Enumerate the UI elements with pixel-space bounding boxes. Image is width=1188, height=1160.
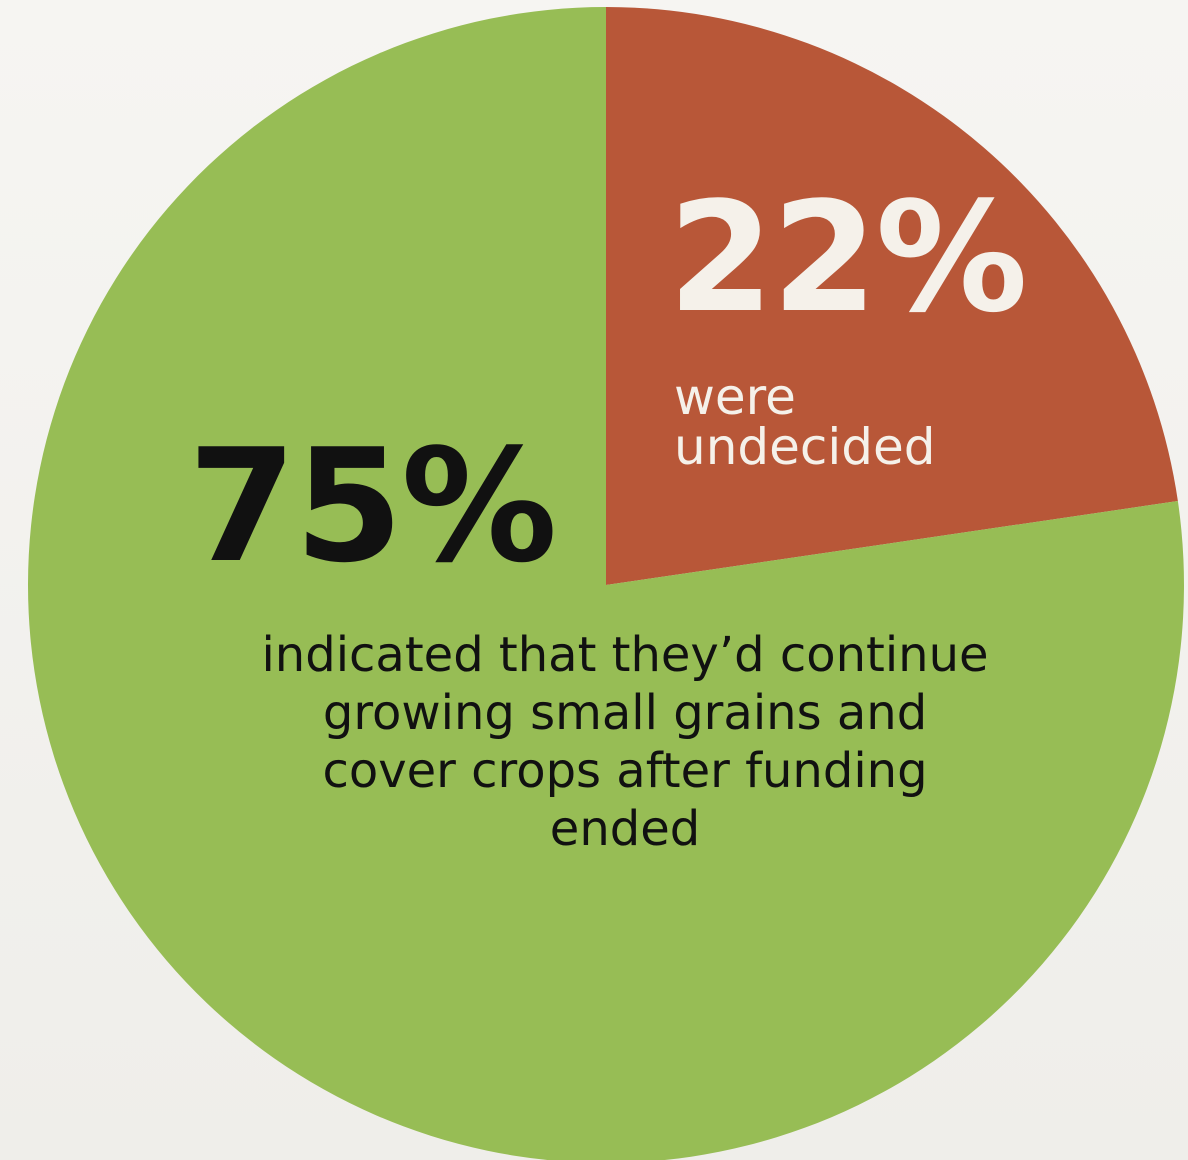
continue-description-line: ended [549,801,701,857]
pie-slice-undecided [606,7,1178,585]
undecided-description-line: were [674,368,796,426]
pie-slice-continue [28,7,1184,1160]
continue-description-line: growing small grains and [322,685,928,741]
undecided-description: were undecided [674,372,994,472]
continue-percent-label: 75% [188,415,557,597]
continue-description: indicated that they’d continue growing s… [170,626,1080,858]
undecided-percent-label: 22% [668,169,1028,346]
undecided-description-line: undecided [674,418,936,476]
continue-description-line: indicated that they’d continue [261,627,989,683]
continue-description-line: cover crops after funding [322,743,928,799]
